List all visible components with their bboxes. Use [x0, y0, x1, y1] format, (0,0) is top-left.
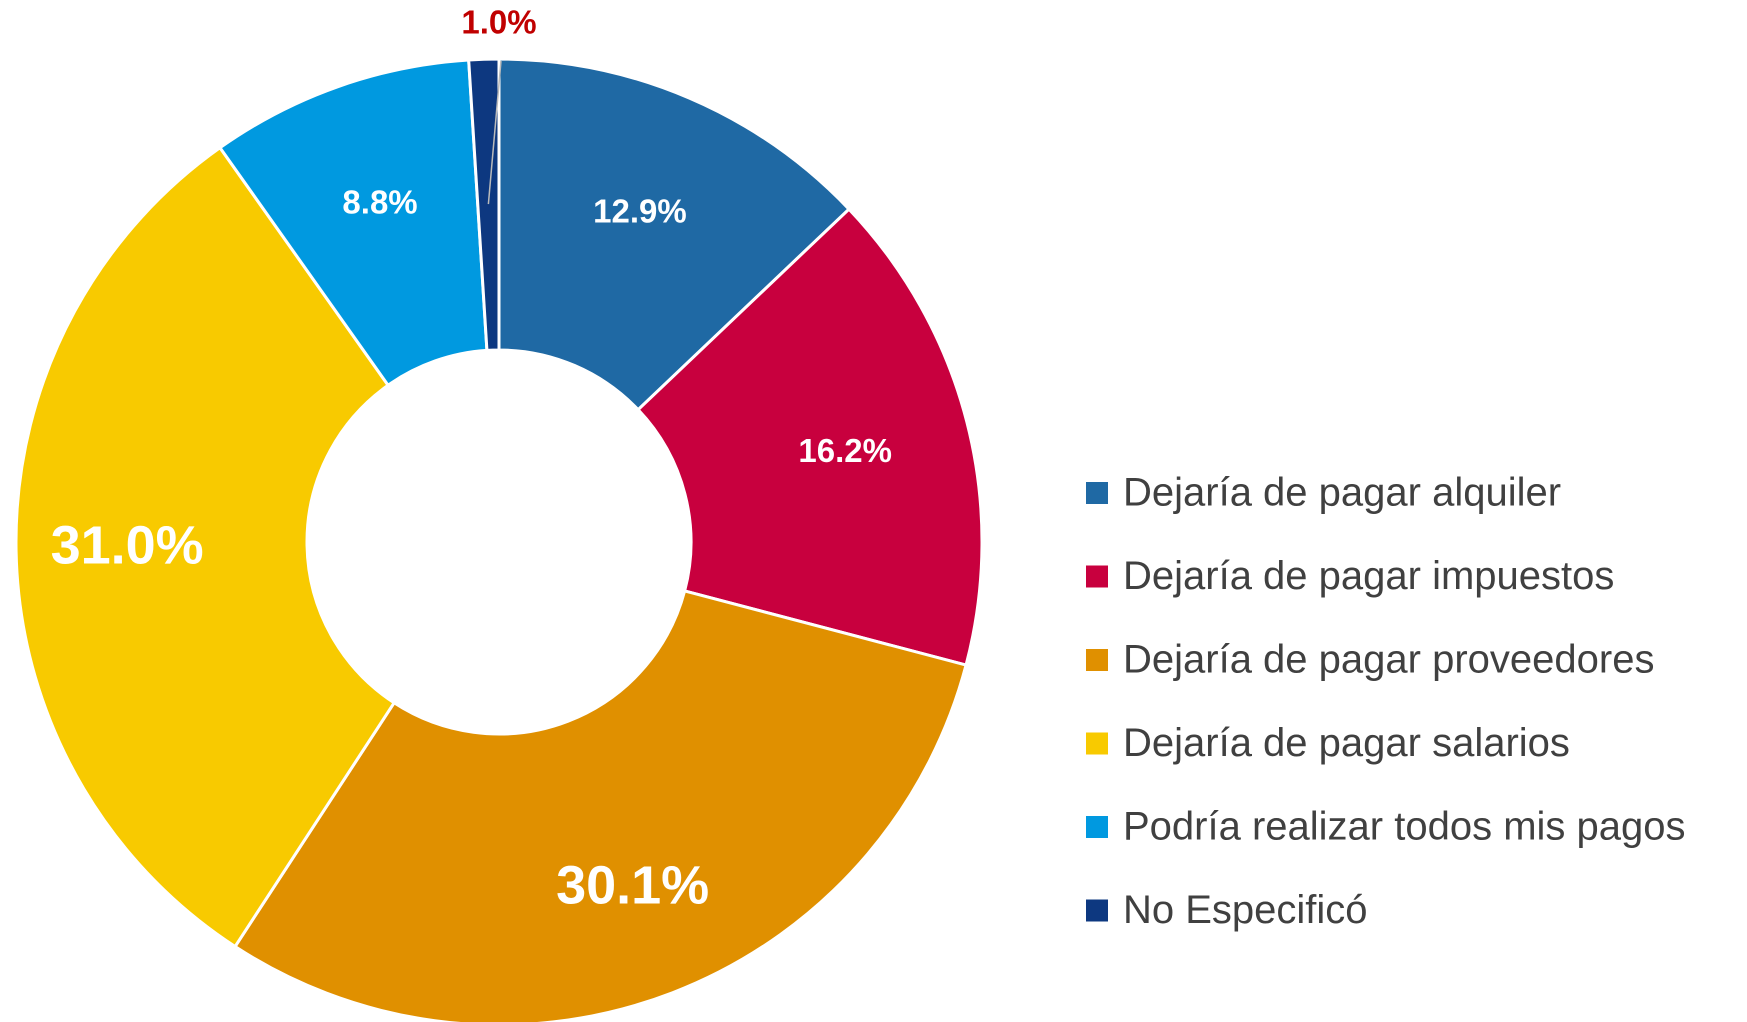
- data-label: 16.2%: [798, 432, 892, 469]
- legend-label: Dejaría de pagar impuestos: [1123, 554, 1614, 598]
- legend-label: Dejaría de pagar alquiler: [1123, 471, 1561, 515]
- slice: [233, 589, 968, 1022]
- legend-swatch: [1086, 482, 1108, 504]
- slice: [14, 145, 397, 949]
- slice: [217, 58, 489, 388]
- legend-swatch: [1086, 565, 1108, 588]
- leader-line: [487, 60, 502, 205]
- slice: [467, 57, 501, 352]
- data-label: 12.9%: [593, 192, 687, 229]
- legend-label: Dejaría de pagar salarios: [1123, 721, 1570, 765]
- data-label: 8.8%: [342, 184, 417, 221]
- legend-label: Podría realizar todos mis pagos: [1123, 805, 1686, 849]
- data-label: 31.0%: [51, 515, 204, 575]
- legend-swatch: [1086, 649, 1108, 671]
- legend-swatch: [1086, 732, 1108, 755]
- data-label: 30.1%: [556, 855, 709, 915]
- legend-swatch: [1086, 899, 1108, 922]
- legend-label: Dejaría de pagar proveedores: [1123, 638, 1654, 682]
- legend-label: No Especificó: [1123, 888, 1368, 932]
- legend-swatch: [1086, 816, 1108, 838]
- slice: [497, 57, 852, 412]
- data-label: 1.0%: [461, 4, 536, 41]
- slice: [636, 207, 984, 667]
